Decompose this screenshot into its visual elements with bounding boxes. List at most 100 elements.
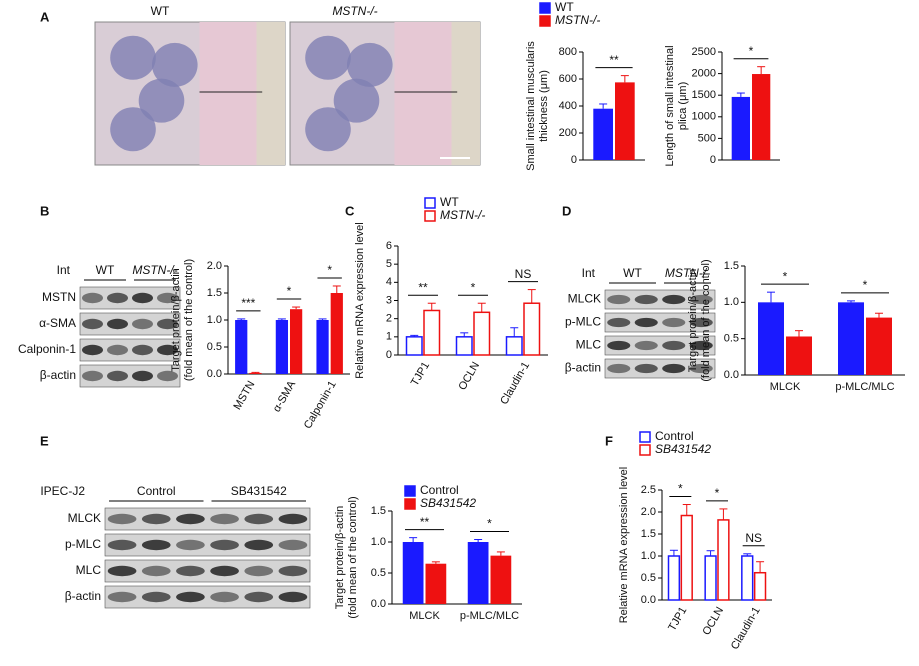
bar <box>473 311 491 356</box>
blot-band <box>157 318 178 330</box>
bar <box>467 542 489 604</box>
y-tick-label: 0 <box>386 349 392 361</box>
panel-label: C <box>345 203 355 218</box>
bar <box>425 563 447 604</box>
y-tick-label: 2000 <box>692 68 716 80</box>
blot-row-label: MLCK <box>68 511 101 525</box>
blot-row-label: MLC <box>576 338 602 352</box>
significance-label: * <box>287 284 292 298</box>
bar <box>330 293 343 374</box>
blot-band <box>244 565 274 577</box>
legend-swatch <box>404 485 416 497</box>
significance-label: * <box>487 517 492 531</box>
y-tick-label: 2 <box>386 313 392 325</box>
bar <box>523 302 541 356</box>
blot-band <box>132 370 153 382</box>
blot-band <box>278 539 308 551</box>
muscle-layer <box>199 22 257 165</box>
x-tick-label: p-MLC/MLC <box>460 610 519 622</box>
blot-band <box>82 292 103 304</box>
x-tick-label: Calponin-1 <box>302 379 339 431</box>
blot-strip <box>79 312 181 336</box>
blot-group: WT <box>623 266 642 280</box>
legend-swatch <box>424 210 436 222</box>
blot-band <box>176 539 205 551</box>
y-tick-label: 600 <box>559 73 577 85</box>
blot-row-label: β-actin <box>65 589 101 603</box>
y-tick-label: 1.5 <box>371 505 386 517</box>
blot-row-label: α-SMA <box>39 316 76 330</box>
blot-band <box>607 294 631 305</box>
significance-label: * <box>678 482 683 496</box>
y-tick-label: 3 <box>386 294 392 306</box>
y-tick-label: 0.0 <box>207 368 222 380</box>
blot-band <box>141 539 171 551</box>
y-axis-label: (fold mean of the control) <box>183 259 195 381</box>
blot-band <box>634 340 658 351</box>
blot-band <box>689 363 713 374</box>
blot-band <box>662 363 686 374</box>
blot-row-label: β-actin <box>565 361 601 375</box>
blot-band <box>634 317 658 328</box>
x-tick-label: TJP1 <box>409 360 432 388</box>
legend-label: MSTN-/- <box>555 13 600 27</box>
y-axis-label: (fold mean of the control) <box>347 496 359 618</box>
blot-band <box>634 294 658 305</box>
blot-band <box>278 565 308 577</box>
legend-label: MSTN-/- <box>440 208 485 222</box>
bar <box>290 309 303 374</box>
blot-row-label: MLC <box>76 563 102 577</box>
legend-swatch <box>639 444 651 456</box>
y-axis-label: Target protein/β-actin <box>170 268 182 372</box>
blot-band <box>244 513 274 525</box>
blot-strip <box>104 507 311 531</box>
bar <box>753 571 767 601</box>
legend-label: SB431542 <box>420 496 476 510</box>
blot-band <box>132 292 153 304</box>
blot-band <box>107 292 128 304</box>
blot-row-label: MLCK <box>568 292 601 306</box>
panel-label: D <box>562 203 571 218</box>
y-axis-label: Length of small intestinal <box>664 45 676 166</box>
lumen <box>451 22 480 165</box>
y-tick-label: 0.0 <box>641 594 656 606</box>
blot-group: Control <box>137 484 176 498</box>
bar <box>838 302 864 375</box>
blot-row-label: Calponin-1 <box>18 342 76 356</box>
y-tick-label: 500 <box>698 132 716 144</box>
y-axis-label: Target protein/β-actin <box>334 506 346 610</box>
blot-band <box>157 292 178 304</box>
significance-label: * <box>471 280 476 294</box>
y-tick-label: 6 <box>386 240 392 252</box>
y-tick-label: 2.5 <box>641 484 656 496</box>
blot-band <box>210 591 239 603</box>
bar <box>593 108 613 160</box>
crypt <box>305 35 351 80</box>
blot-row-label: β-actin <box>40 368 76 382</box>
blot-band <box>107 318 128 330</box>
significance-label: ** <box>420 515 430 529</box>
blot-band <box>107 370 128 382</box>
crypt <box>333 78 380 123</box>
significance-label: ** <box>418 280 428 294</box>
blot-treatment: Int <box>582 266 596 280</box>
blot-treatment: Int <box>57 263 71 277</box>
y-tick-label: 0.5 <box>724 333 739 345</box>
significance-label: * <box>749 44 754 58</box>
legend-label: Control <box>420 483 459 497</box>
blot-band <box>662 294 686 305</box>
x-tick-label: Claudin-1 <box>498 360 532 407</box>
blot-band <box>107 344 128 356</box>
legend-swatch <box>539 15 551 27</box>
blot-band <box>157 370 178 382</box>
blot-band <box>607 317 631 328</box>
blot-treatment: IPEC-J2 <box>40 484 85 498</box>
blot-band <box>689 294 713 305</box>
legend-swatch <box>639 431 651 443</box>
bar <box>423 309 441 356</box>
y-tick-label: 0.5 <box>371 567 386 579</box>
legend-label: WT <box>555 0 574 14</box>
blot-band <box>157 344 178 356</box>
crypt <box>152 42 198 87</box>
